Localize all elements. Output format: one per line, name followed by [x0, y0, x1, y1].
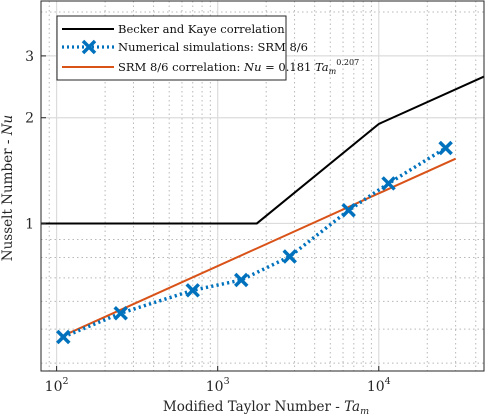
legend-marker-simulations: [81, 39, 97, 55]
legend-label-correlation: SRM 8/6 correlation: Nu = 0.181 Tam0.207: [118, 58, 359, 76]
marker-stroke: [381, 176, 396, 191]
legend-label-becker: Becker and Kaye correlation: [118, 22, 285, 36]
data-point-simulation: [233, 272, 249, 288]
tick-labels: 102 103 104 1 2 3: [25, 49, 391, 395]
marker-stroke: [233, 272, 249, 288]
legend: Becker and Kaye correlation Numerical si…: [56, 15, 359, 81]
data-point-simulation: [185, 283, 200, 298]
series-line-correlation: [62, 157, 457, 337]
legend-box: [56, 15, 287, 81]
marker-stroke: [438, 140, 453, 156]
data-point-simulation: [438, 140, 453, 156]
series-line-becker: [41, 75, 485, 225]
x-tick-label: 104: [367, 376, 391, 395]
y-tick-label: 3: [25, 49, 34, 65]
marker-stroke: [113, 305, 128, 321]
x-axis-title: Modified Taylor Number - Tam: [163, 399, 369, 415]
series-layer: [41, 75, 485, 345]
data-point-simulation: [113, 305, 128, 321]
marker-stroke: [282, 249, 297, 264]
data-point-simulation: [381, 176, 396, 191]
legend-label-simulations: Numerical simulations: SRM 8/6: [118, 40, 308, 54]
marker-stroke: [56, 329, 71, 345]
x-tick-label: 103: [206, 376, 230, 395]
data-point-simulation: [56, 329, 71, 345]
x-tick-label: 102: [45, 376, 69, 395]
minor-grid: [41, 1, 484, 371]
marker-stroke: [185, 283, 200, 298]
axes-box: [40, 0, 485, 372]
axes-layer: [40, 0, 485, 372]
data-point-simulation: [282, 249, 297, 264]
y-tick-label: 2: [25, 111, 34, 127]
marker-stroke: [341, 203, 356, 218]
y-axis-title: Nusselt Number - Nu: [0, 115, 16, 261]
data-point-simulation: [341, 203, 356, 218]
y-tick-label: 1: [25, 216, 34, 232]
